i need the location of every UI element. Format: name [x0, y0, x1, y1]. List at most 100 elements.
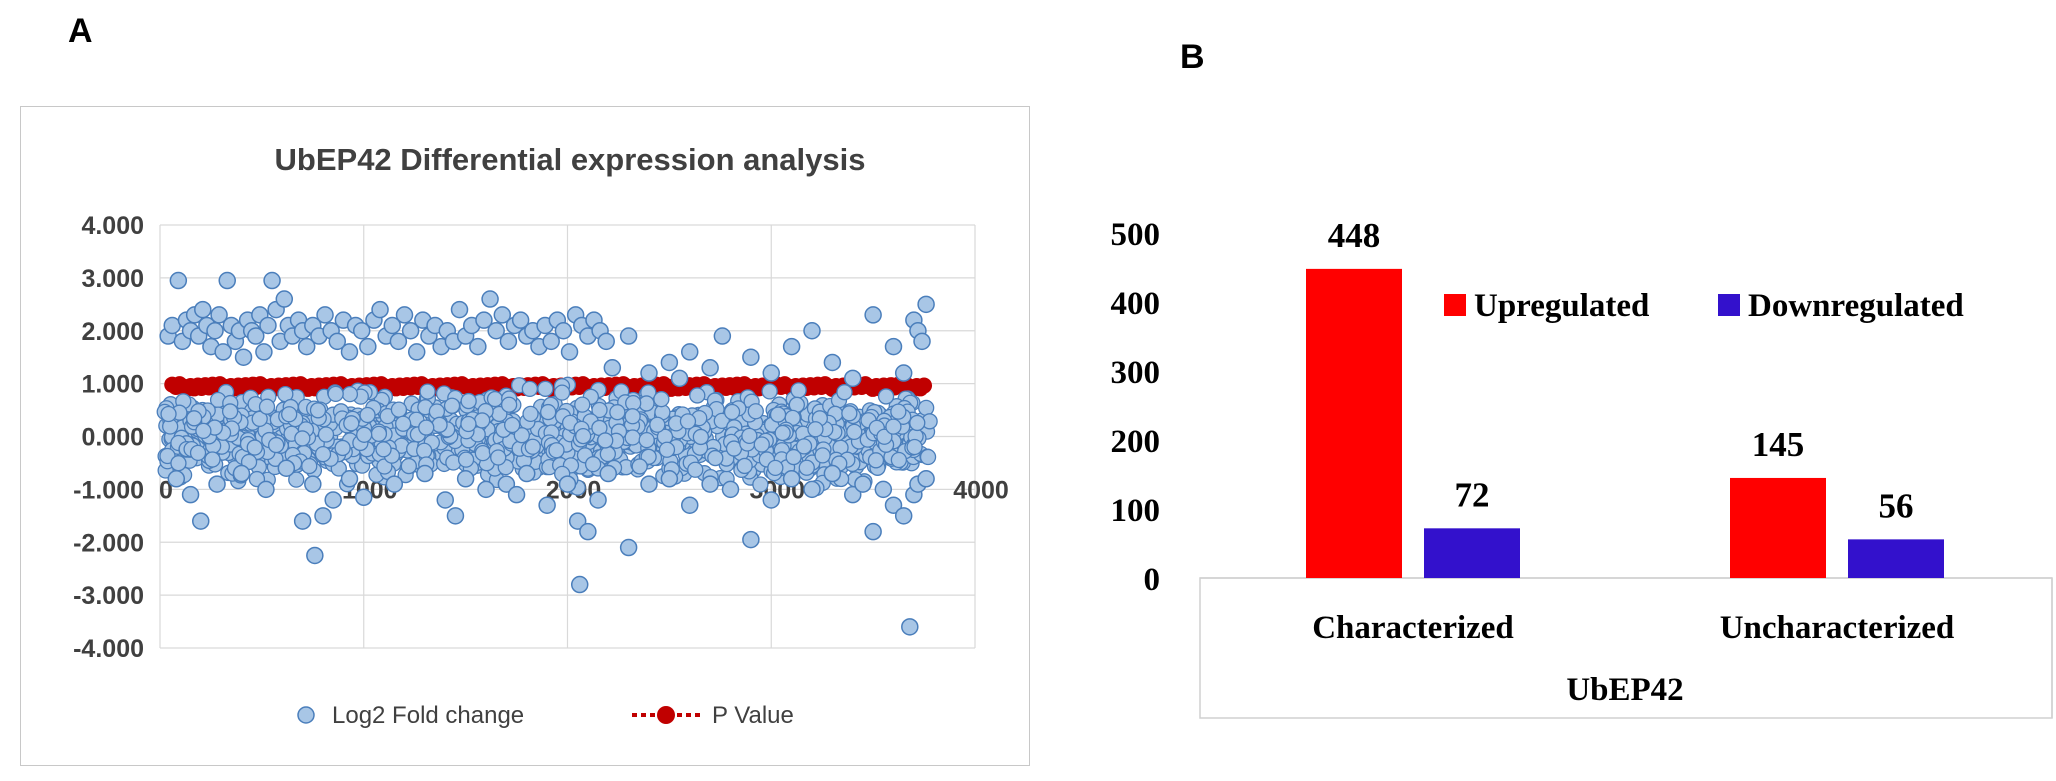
data-point — [317, 426, 335, 443]
data-point — [689, 387, 706, 404]
data-point — [553, 384, 571, 401]
data-point — [769, 406, 787, 423]
panel-label-a: A — [68, 12, 93, 50]
data-point — [490, 449, 507, 466]
data-point — [867, 452, 885, 469]
data-point — [375, 441, 392, 458]
data-point — [919, 448, 937, 466]
data-point — [521, 380, 538, 398]
data-point — [774, 424, 791, 442]
bar-category-label: Uncharacterized — [1720, 610, 1955, 646]
bar-data-label: 145 — [1752, 425, 1805, 464]
data-point — [160, 405, 177, 423]
data-point — [841, 405, 858, 422]
data-point — [251, 410, 268, 428]
bar-category-labels: Characterized Uncharacterized — [1312, 610, 1954, 646]
data-point — [631, 458, 648, 475]
data-point — [679, 413, 697, 430]
data-point — [638, 431, 655, 449]
data-point — [877, 388, 895, 405]
data-point — [814, 447, 831, 464]
data-point — [785, 448, 802, 466]
legend-swatch-downregulated — [1718, 294, 1740, 316]
data-point — [752, 476, 769, 493]
data-point — [795, 438, 813, 455]
data-point — [394, 415, 412, 432]
bar-data-label: 448 — [1328, 216, 1381, 255]
data-point — [460, 415, 477, 433]
data-point — [723, 403, 741, 421]
bar-data-label: 72 — [1455, 475, 1490, 514]
data-point — [503, 416, 521, 434]
data-point — [747, 403, 764, 420]
bar-chart-xlabel: UbEP42 — [1566, 672, 1683, 708]
data-point — [258, 398, 276, 415]
y-tick-label: -2.000 — [73, 529, 144, 557]
data-point — [314, 446, 332, 463]
y-tick-label: -1.000 — [73, 476, 144, 504]
data-point — [575, 427, 592, 445]
panel-label-b: B — [1180, 38, 1205, 76]
data-point — [343, 415, 360, 432]
scatter-chart: UbEP42 Differential expression analysis … — [73, 142, 1009, 729]
y-tick-label: -4.000 — [73, 635, 144, 663]
data-point — [609, 404, 626, 421]
data-point — [597, 432, 614, 449]
data-point — [359, 406, 376, 424]
scatter-y-tick-labels: 4.000 3.000 2.000 1.000 0.000 -1.000 -2.000 -3.… — [73, 212, 144, 663]
data-point — [548, 442, 565, 459]
bar-upregulated-uncharacterized — [1730, 477, 1826, 578]
data-point — [334, 439, 351, 457]
data-point — [540, 403, 557, 421]
data-point — [876, 428, 893, 445]
legend-label-upregulated: Upregulated — [1474, 288, 1649, 324]
bar-downregulated-characterized — [1424, 528, 1520, 578]
data-point — [221, 403, 239, 420]
data-point — [356, 426, 373, 443]
data-point — [268, 436, 285, 454]
bar-y-tick-label: 500 — [1111, 217, 1161, 253]
bar-y-tick-label: 300 — [1111, 355, 1161, 391]
data-point — [457, 451, 475, 468]
data-point — [400, 457, 417, 475]
data-point — [189, 444, 207, 462]
data-point — [419, 383, 436, 400]
data-point — [443, 397, 461, 414]
y-tick-label: 4.000 — [81, 212, 144, 240]
y-tick-label: 3.000 — [81, 265, 144, 293]
y-tick-label: 2.000 — [81, 318, 144, 346]
data-point — [591, 401, 608, 419]
bar-downregulated-uncharacterized — [1848, 539, 1944, 578]
data-point — [736, 457, 753, 475]
data-point — [246, 439, 263, 456]
data-point — [574, 396, 591, 413]
data-point — [288, 471, 305, 488]
data-point — [767, 459, 784, 476]
log2-fold-change-series — [156, 271, 938, 636]
data-point — [707, 449, 724, 467]
y-tick-label: -3.000 — [73, 582, 144, 610]
bar-category-label: Characterized — [1312, 610, 1514, 646]
data-point — [649, 416, 666, 433]
data-point — [513, 427, 530, 444]
data-point — [906, 438, 923, 456]
data-point — [846, 423, 863, 440]
data-point — [741, 427, 758, 445]
data-point — [500, 396, 518, 413]
data-point — [761, 383, 778, 400]
y-tick-label: 0.000 — [81, 424, 144, 452]
data-point — [185, 410, 203, 427]
data-point — [301, 457, 318, 475]
data-point — [692, 428, 710, 446]
data-point — [195, 422, 212, 440]
data-point — [624, 408, 641, 425]
bar-legend: Upregulated Downregulated — [1444, 288, 1964, 324]
y-tick-label: 1.000 — [81, 371, 144, 399]
bar-series: 448 145 72 56 — [1306, 216, 1944, 578]
legend-swatch-upregulated — [1444, 294, 1466, 316]
bar-y-tick-label: 400 — [1111, 286, 1161, 322]
bar-y-tick-labels: 500 400 300 200 100 0 — [1111, 217, 1161, 598]
bar-y-tick-label: 200 — [1111, 424, 1161, 460]
data-point — [798, 459, 815, 476]
